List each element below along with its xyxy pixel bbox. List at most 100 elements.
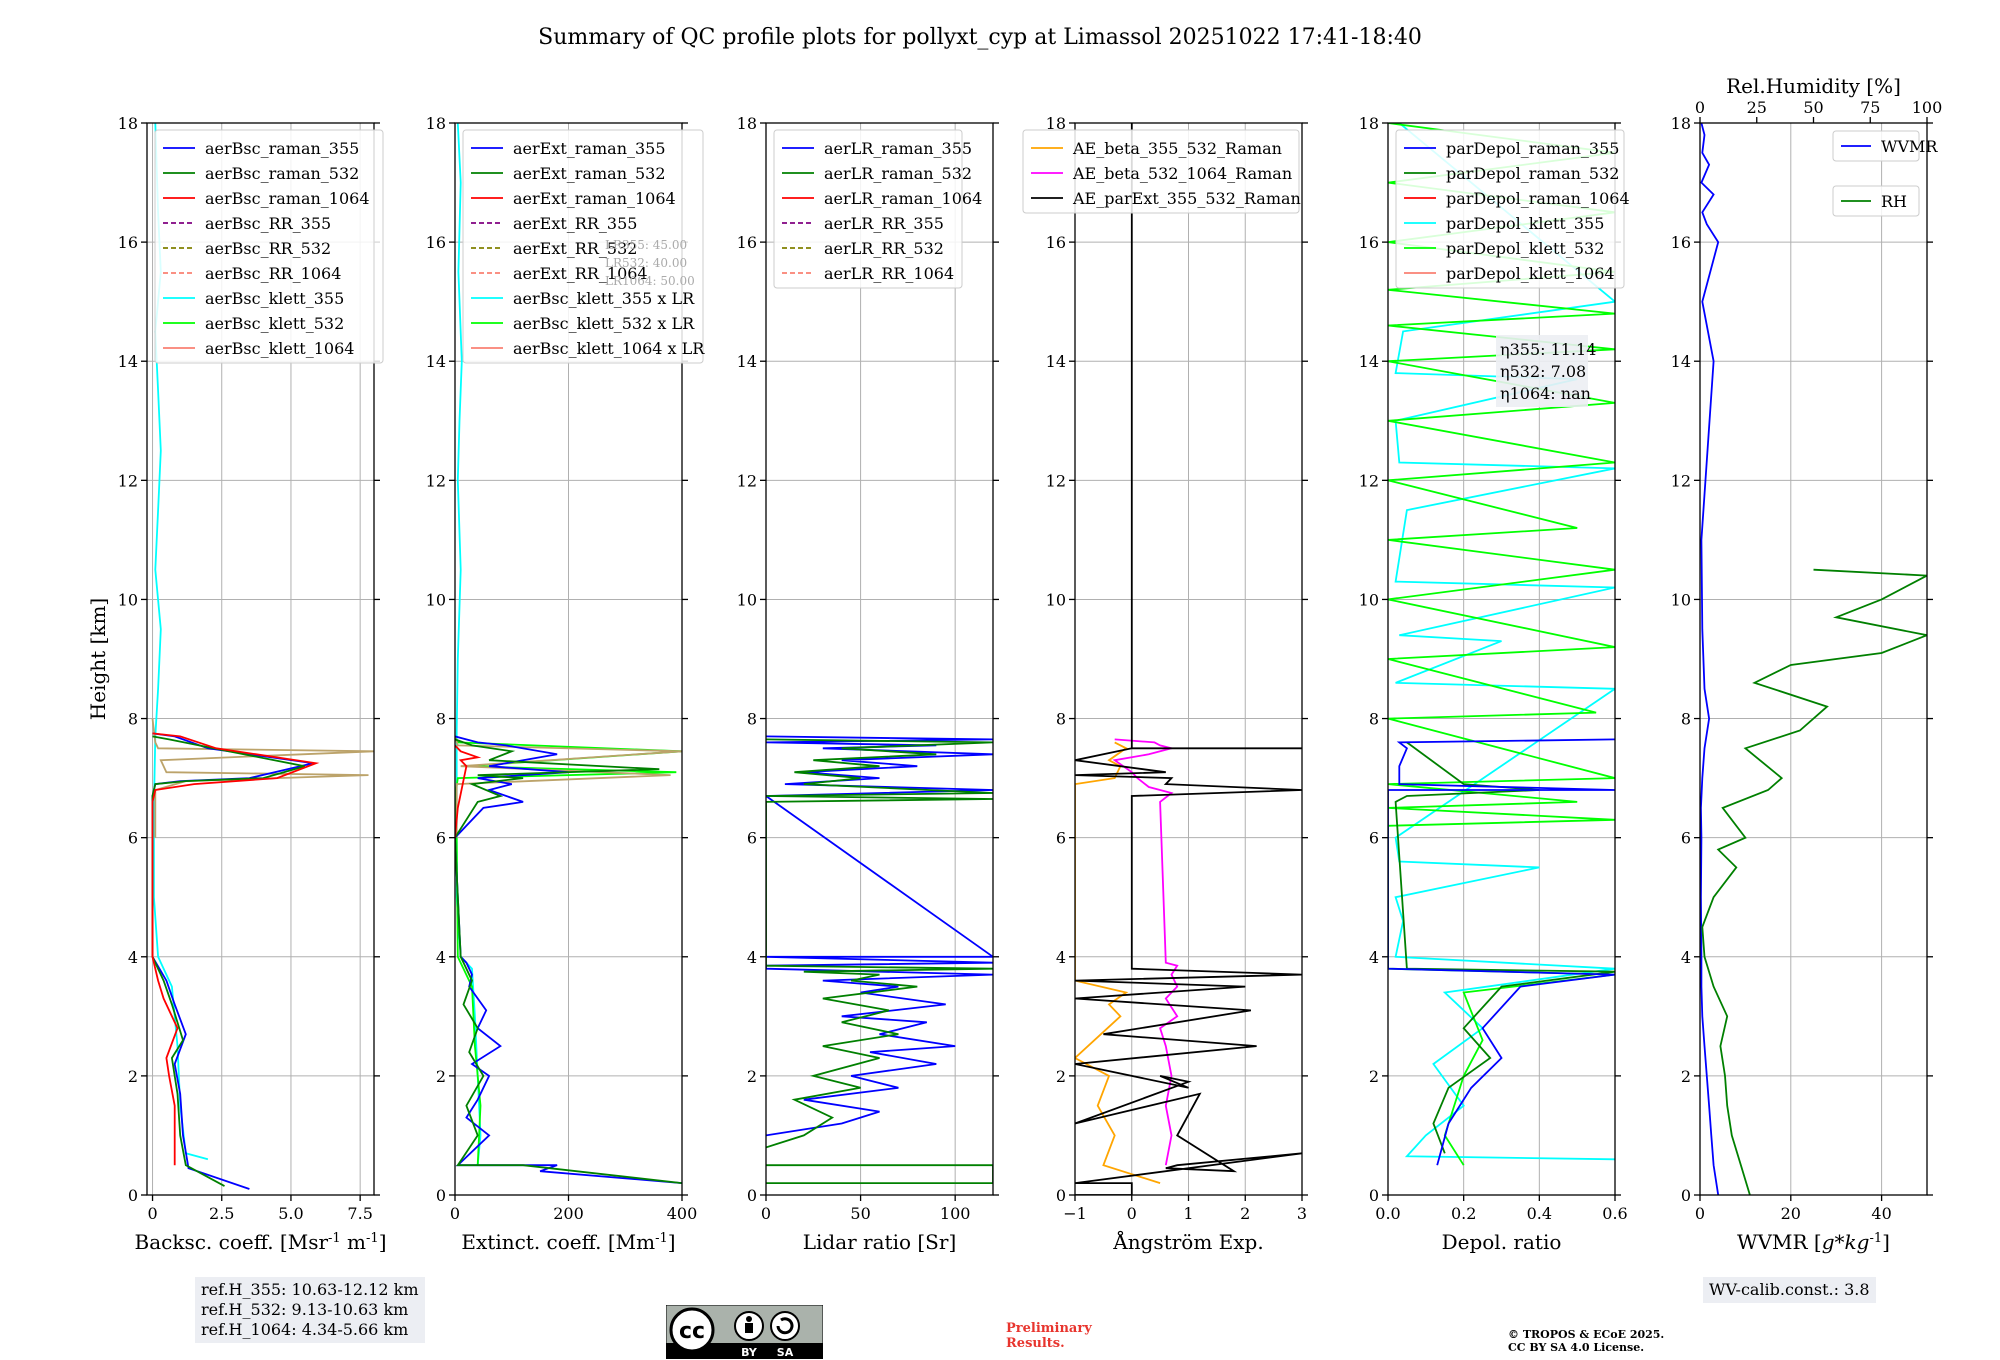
top-x-tick-label: 0 <box>1695 98 1705 117</box>
x-tick-label: 0.6 <box>1602 1204 1627 1223</box>
legend-label: aerLR_RR_1064 <box>824 264 954 283</box>
x-tick-label: 50 <box>850 1204 870 1223</box>
y-tick-label: 4 <box>1056 948 1066 967</box>
x-tick-label: 0 <box>450 1204 460 1223</box>
series-aerExt_raman_532 <box>455 738 682 1184</box>
y-tick-label: 18 <box>1046 114 1066 133</box>
y-tick-label: 8 <box>1681 710 1691 729</box>
eta-label: η1064: nan <box>1500 384 1591 403</box>
y-tick-label: 8 <box>747 710 757 729</box>
legend-label: aerBsc_klett_355 x LR <box>513 289 695 308</box>
y-tick-label: 8 <box>1369 710 1379 729</box>
sa-icon <box>770 1311 800 1341</box>
legend-label: aerBsc_RR_355 <box>205 214 331 233</box>
eta-box <box>1496 335 1588 407</box>
y-tick-label: 14 <box>1671 352 1691 371</box>
y-tick-label: 14 <box>737 352 757 371</box>
copyright-line-1: © TROPOS & ECoE 2025. <box>1508 1328 1665 1341</box>
legend: aerExt_raman_355 aerExt_raman_532 aerExt_r… <box>462 129 705 364</box>
series-aerBsc_klett_355 x LR <box>455 123 482 1166</box>
legend-box <box>462 129 704 364</box>
preliminary-note: Preliminary Results. <box>1006 1321 1092 1351</box>
lr-note: LR1064: 50.00 <box>605 274 695 288</box>
preliminary-line-2: Results. <box>1006 1336 1065 1351</box>
panel-bsc: 0 2 4 6 8 10 12 14 16 18 0 2.5 5.0 7.5 Backsc. coeff. … <box>86 114 387 1254</box>
x-tick-label: 100 <box>940 1204 971 1223</box>
y-tick-label: 6 <box>1369 829 1379 848</box>
x-axis-label: Depol. ratio <box>1442 1230 1562 1254</box>
panel-lr: 0 2 4 6 8 10 12 14 16 18 0 50 100 Lidar ratio [Sr] aer… <box>737 114 999 1254</box>
legend-label: parDepol_klett_1064 <box>1446 264 1615 283</box>
legend-label: aerBsc_RR_532 <box>205 239 331 258</box>
y-tick-label: 12 <box>1671 471 1691 490</box>
x-tick-label: 3 <box>1297 1204 1307 1223</box>
y-tick-label: 6 <box>436 829 446 848</box>
y-tick-label: 18 <box>1671 114 1691 133</box>
copyright-line-2: CC BY SA 4.0 License. <box>1508 1341 1645 1354</box>
legend-label: aerBsc_raman_1064 <box>205 189 370 208</box>
top-x-tick-label: 100 <box>1912 98 1943 117</box>
y-axis-label: Height [km] <box>86 598 110 720</box>
legend: WVMR RH <box>1832 130 1938 217</box>
legend-label: aerExt_raman_355 <box>513 139 666 158</box>
x-tick-label: 20 <box>1781 1204 1801 1223</box>
y-tick-label: 14 <box>1046 352 1066 371</box>
legend-label: aerExt_raman_532 <box>513 164 666 183</box>
plot-frame <box>1387 122 1616 1196</box>
y-tick-label: 16 <box>1046 233 1066 252</box>
legend-label: aerBsc_klett_1064 <box>205 339 354 358</box>
y-tick-label: 8 <box>436 710 446 729</box>
ref-height-1064: ref.H_1064: 4.34-5.66 km <box>201 1320 409 1339</box>
y-tick-label: 16 <box>1359 233 1379 252</box>
series-aerLR_raman_hlines <box>766 1164 993 1184</box>
x-tick-label: 1 <box>1183 1204 1193 1223</box>
legend: aerLR_raman_355 aerLR_raman_532 aerLR_rama… <box>773 129 982 289</box>
y-tick-label: 14 <box>426 352 446 371</box>
eta-label: η355: 11.14 <box>1500 340 1596 359</box>
y-tick-label: 12 <box>1359 471 1379 490</box>
series-parDepol_raman_355 <box>1388 738 1615 1166</box>
y-tick-label: 18 <box>1359 114 1379 133</box>
y-tick-label: 14 <box>1359 352 1379 371</box>
y-tick-label: 0 <box>747 1186 757 1205</box>
x-tick-label: 0.0 <box>1375 1204 1400 1223</box>
cc-license-badge: cc BY SA <box>666 1305 823 1359</box>
y-tick-label: 12 <box>1046 471 1066 490</box>
y-tick-label: 4 <box>128 948 138 967</box>
legend-label: aerExt_raman_1064 <box>513 189 676 208</box>
plot-frame <box>765 122 994 1196</box>
y-tick-label: 10 <box>1046 590 1066 609</box>
legend-box <box>1395 129 1625 289</box>
y-tick-label: 2 <box>128 1067 138 1086</box>
y-tick-label: 18 <box>426 114 446 133</box>
legend-label: RH <box>1881 192 1907 211</box>
y-tick-label: 4 <box>1369 948 1379 967</box>
y-tick-label: 4 <box>1681 948 1691 967</box>
plot-frame <box>146 122 375 1196</box>
series-parDepol_klett_355 <box>1394 123 1615 1161</box>
x-tick-label: 0 <box>1695 1204 1705 1223</box>
y-tick-label: 10 <box>1359 590 1379 609</box>
legend-label: aerLR_raman_355 <box>824 139 972 158</box>
series-aerExt_raman_1064 <box>455 744 482 838</box>
legend-label: aerLR_raman_1064 <box>824 189 982 208</box>
series-aerBsc_raman_1064 <box>151 732 320 1166</box>
legend-label: aerLR_raman_532 <box>824 164 972 183</box>
y-tick-label: 16 <box>426 233 446 252</box>
y-tick-label: 6 <box>747 829 757 848</box>
series-aerLR_raman_355 <box>766 735 993 1137</box>
y-tick-label: 2 <box>436 1067 446 1086</box>
cc-text: cc <box>679 1319 705 1344</box>
y-tick-label: 12 <box>426 471 446 490</box>
lr-note: LR355: 45.00 <box>605 238 687 252</box>
legend-label: aerExt_RR_1064 <box>513 264 648 283</box>
x-tick-label: 40 <box>1871 1204 1891 1223</box>
legend-box <box>1022 129 1300 214</box>
x-tick-label: 200 <box>553 1204 584 1223</box>
x-axis-label: Ångström Exp. <box>1112 1229 1263 1254</box>
legend-label: parDepol_klett_355 <box>1446 214 1604 233</box>
y-tick-label: 2 <box>747 1067 757 1086</box>
panel-depol: 0 2 4 6 8 10 12 14 16 18 0.0 0.2 0.4 0.6 Depol. ratio p… <box>1359 114 1630 1254</box>
ref-height-355: ref.H_355: 10.63-12.12 km <box>201 1280 419 1299</box>
series-aerBsc_klett_1064 x LR <box>455 736 682 838</box>
